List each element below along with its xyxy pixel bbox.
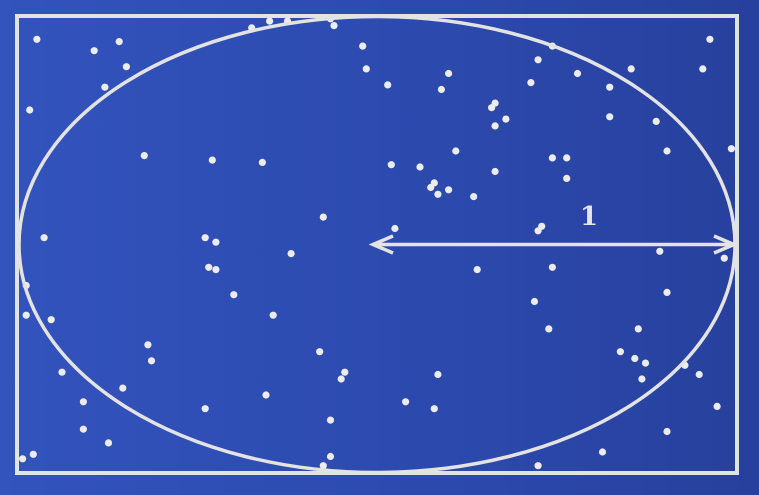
random-point [387, 161, 395, 169]
random-point [362, 65, 370, 73]
random-point [534, 462, 542, 470]
random-point [122, 63, 130, 71]
random-point [548, 154, 557, 162]
random-point [641, 359, 650, 367]
random-point [212, 266, 220, 274]
random-point [434, 370, 442, 379]
random-point [230, 291, 238, 299]
random-point [58, 368, 66, 376]
random-point [115, 38, 123, 46]
radius-label: 1 [580, 202, 598, 232]
random-point [359, 42, 367, 50]
random-point [326, 452, 335, 461]
random-point [212, 238, 220, 246]
random-point [201, 405, 209, 413]
random-point [452, 147, 460, 155]
random-point [491, 167, 499, 176]
random-point [337, 375, 345, 383]
random-point [119, 384, 127, 392]
random-point [79, 425, 87, 433]
random-point [699, 65, 707, 73]
random-point [606, 113, 614, 121]
random-point [416, 163, 424, 171]
random-point [205, 263, 213, 271]
random-point [473, 266, 481, 274]
random-point [287, 250, 295, 258]
random-point [706, 35, 714, 43]
random-point [663, 288, 671, 296]
radius-arrowhead-left [368, 234, 394, 255]
random-point [319, 213, 327, 221]
random-point [201, 234, 209, 242]
random-point [19, 455, 27, 463]
random-point [445, 69, 453, 78]
random-point [47, 316, 55, 324]
random-point [663, 427, 671, 436]
random-point [720, 254, 728, 262]
random-point [627, 65, 635, 73]
random-point [266, 17, 274, 25]
random-point [140, 152, 148, 160]
random-point [638, 375, 646, 383]
random-point [534, 227, 542, 235]
random-point [402, 398, 410, 406]
random-point [330, 22, 338, 30]
random-point [727, 145, 736, 153]
random-point [79, 398, 87, 406]
random-point [548, 263, 557, 271]
random-point [530, 297, 539, 306]
random-point [634, 325, 642, 333]
random-point [656, 247, 664, 255]
random-point [631, 354, 639, 363]
random-point [326, 416, 335, 424]
random-point [26, 106, 34, 114]
random-point [470, 193, 478, 201]
random-point [208, 156, 216, 164]
random-points-layer [19, 15, 736, 470]
random-point [262, 391, 270, 399]
random-point [491, 122, 499, 130]
random-point [341, 368, 349, 376]
random-point [502, 115, 510, 123]
random-point [29, 450, 37, 458]
random-point [534, 56, 542, 64]
random-point [22, 311, 30, 319]
random-point [563, 154, 571, 162]
random-point [316, 348, 324, 356]
random-point [434, 190, 442, 198]
random-point [384, 81, 392, 89]
random-point [101, 83, 109, 91]
random-point [606, 83, 614, 91]
random-point [563, 174, 571, 182]
random-point [269, 311, 277, 319]
random-point [144, 341, 152, 349]
random-point [90, 47, 98, 55]
random-point [104, 439, 113, 447]
random-point [33, 35, 41, 43]
random-point [147, 357, 156, 365]
random-point [445, 186, 453, 194]
random-point [391, 224, 399, 233]
random-point [598, 448, 607, 456]
random-point [488, 104, 496, 112]
random-point [40, 234, 48, 242]
random-point [437, 85, 445, 94]
random-point [427, 183, 435, 192]
random-point [713, 402, 721, 410]
random-point [258, 158, 266, 166]
random-point [573, 69, 582, 78]
random-point [430, 405, 438, 413]
random-point [695, 370, 703, 379]
random-point [319, 462, 327, 470]
random-point [527, 79, 535, 87]
random-point [545, 325, 553, 333]
radius-arrowhead-right [713, 234, 739, 255]
random-point [652, 117, 660, 125]
random-point [616, 348, 625, 356]
random-point [663, 147, 671, 155]
